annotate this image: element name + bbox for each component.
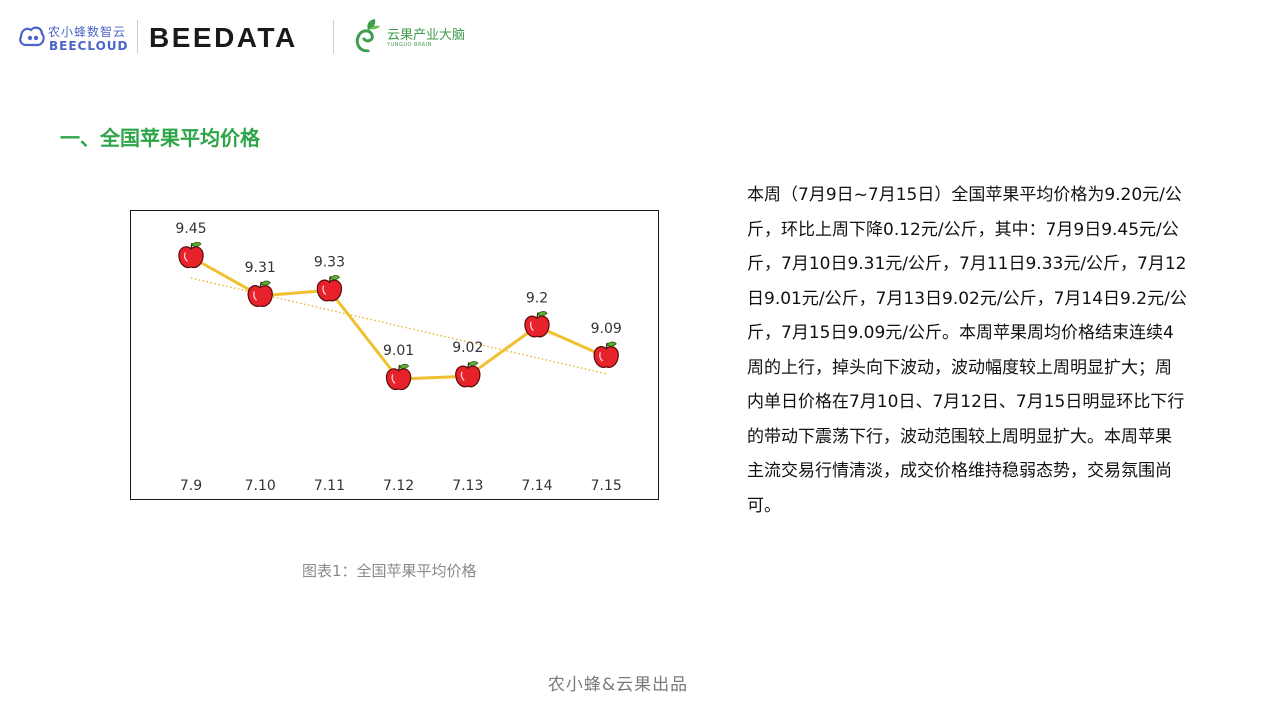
apple-body: [455, 365, 481, 388]
apple-icon: [316, 275, 343, 302]
x-tick-label: 7.12: [383, 478, 414, 494]
apple-shine: [322, 285, 327, 295]
data-label: 9.01: [383, 343, 414, 359]
yunguo-cn-name: 云果产业大脑: [387, 28, 466, 43]
trendline: [190, 277, 607, 375]
apple-stem: [605, 342, 608, 349]
apple-leaf: [191, 241, 202, 247]
apple-body: [316, 279, 343, 302]
logo-divider: [137, 20, 138, 54]
apple-stem: [397, 364, 401, 372]
apple-icon: [593, 341, 619, 368]
apple-price-line-chart: 9.45 9.31 9.33 9.01 9.02 9.2 9.09 7.9 7.10 7.11 7…: [175, 221, 622, 494]
beedata-logo: BEEDATA: [149, 22, 298, 53]
beecloud-cn-name: 农小蜂数智云: [48, 25, 127, 39]
apple-leaf: [399, 363, 410, 369]
apple-leaf: [537, 311, 548, 317]
data-label: 9.09: [591, 321, 622, 337]
data-label: 9.02: [452, 340, 483, 356]
x-tick-label: 7.11: [314, 478, 345, 494]
x-tick-label: 7.13: [452, 478, 483, 494]
apple-icon: [455, 361, 481, 388]
apple-icon: [385, 363, 412, 391]
x-tick-label: 7.15: [591, 478, 622, 494]
beecloud-logo: 农小蜂数智云 BEECLOUD: [18, 22, 134, 58]
apple-shine: [183, 252, 188, 262]
apple-icon: [524, 311, 550, 338]
apple-leaf: [468, 361, 479, 367]
yunguo-en-name: YUNGUO BRAIN: [387, 42, 432, 48]
section-heading: 一、全国苹果平均价格: [60, 126, 260, 150]
apple-body: [247, 285, 273, 307]
yunguo-leaf-icon: [355, 19, 380, 52]
chart-caption: 图表1：全国苹果平均价格: [302, 562, 477, 580]
apple-leaf: [606, 341, 617, 347]
apple-shine: [599, 352, 603, 362]
apple-stem: [536, 312, 539, 319]
apple-shine: [460, 371, 465, 381]
apple-body: [178, 246, 204, 269]
apple-shine: [391, 374, 396, 384]
apple-body: [524, 315, 550, 338]
footer-credit: 农小蜂&云果出品: [547, 675, 689, 695]
apple-leaf: [260, 280, 271, 286]
data-label: 9.31: [245, 260, 276, 276]
apple-stem: [190, 242, 193, 250]
x-tick-label: 7.14: [521, 478, 552, 494]
apple-shine: [529, 321, 534, 331]
apple-stem: [328, 276, 332, 283]
apple-leaf: [329, 275, 340, 281]
apple-shine: [253, 291, 257, 301]
logo-divider: [333, 20, 334, 54]
apple-icon: [247, 280, 273, 307]
apple-body: [385, 368, 412, 391]
beecloud-en-name: BEECLOUD: [49, 39, 129, 53]
bee-icon: [19, 26, 45, 47]
data-label: 9.2: [526, 290, 548, 306]
apple-body: [593, 346, 619, 368]
data-label: 9.45: [175, 221, 206, 237]
x-tick-label: 7.10: [245, 478, 276, 494]
chart-frame: [130, 210, 659, 500]
apple-stem: [259, 281, 262, 288]
apple-icon: [178, 241, 204, 269]
apple-stem: [467, 362, 470, 369]
analysis-paragraph: 本周（7月9日~7月15日）全国苹果平均价格为9.20元/公斤，环比上周下降0.…: [747, 185, 1187, 516]
data-label: 9.33: [314, 254, 345, 270]
x-tick-label: 7.9: [180, 478, 202, 494]
